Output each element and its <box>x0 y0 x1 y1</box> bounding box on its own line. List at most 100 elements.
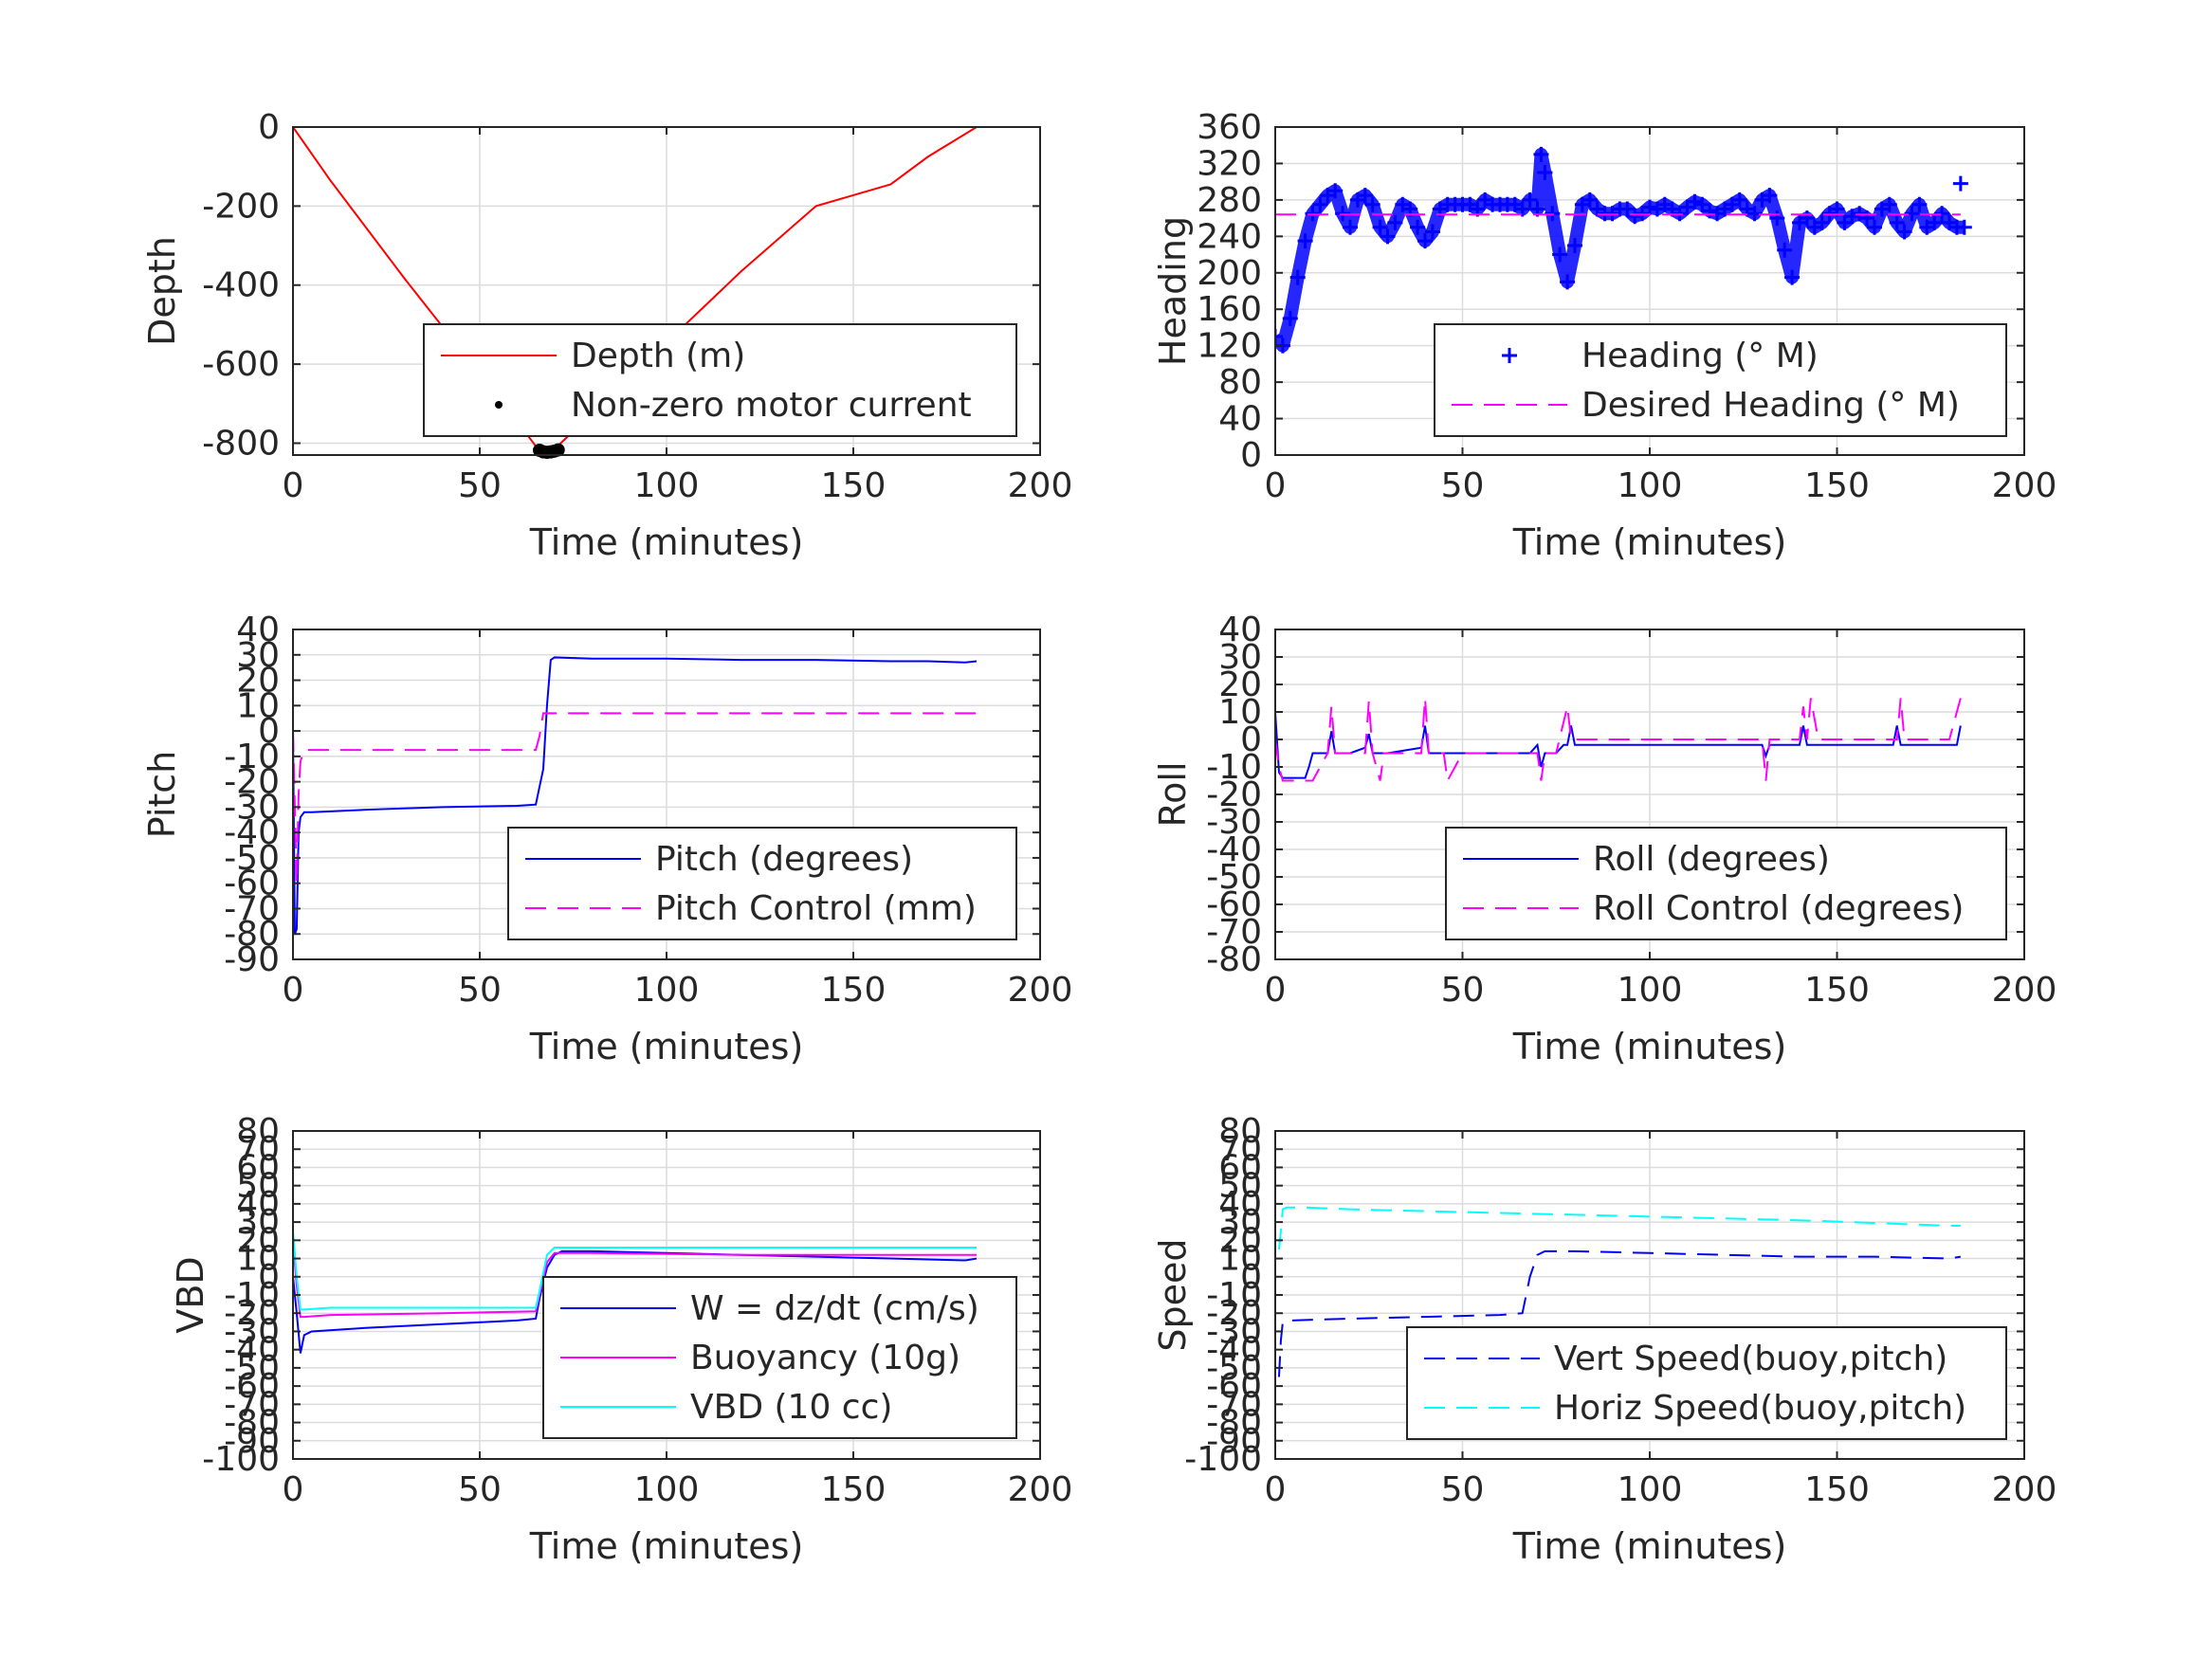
legend-box <box>1434 323 2007 437</box>
legend-label: Horiz Speed(buoy,pitch) <box>1554 1389 1966 1428</box>
x-tick-label: 200 <box>1992 971 2057 1010</box>
y-tick-label: 20 <box>1218 1221 1262 1260</box>
x-axis-label: Time (minutes) <box>529 1026 804 1067</box>
x-tick-label: 150 <box>1804 466 1870 505</box>
chart-panel-3: 0 50 100 150 200403020100-10-20-30-40-50-60-… <box>141 611 1072 1067</box>
y-axis-label: Roll <box>1152 761 1194 827</box>
data-layer <box>1275 698 1962 784</box>
data-point <box>1627 209 1643 225</box>
y-tick-label: 40 <box>1218 400 1262 439</box>
y-tick-label: -50 <box>1206 1349 1262 1388</box>
chart-panel-4: 0 50 100 150 200403020100-10-20-30-40-50-60-… <box>1152 611 2057 1067</box>
x-tick-label: 100 <box>634 466 700 505</box>
y-tick-label: 120 <box>1197 327 1262 366</box>
y-tick-label: -10 <box>224 1276 280 1315</box>
data-point <box>1911 196 1928 212</box>
data-point <box>1784 269 1801 285</box>
y-tick-label: -80 <box>1206 1404 1262 1443</box>
y-axis-label: VBD <box>170 1256 211 1333</box>
y-tick-label: 240 <box>1197 217 1262 256</box>
y-tick-label: -80 <box>224 1404 280 1443</box>
y-tick-label: -800 <box>202 424 280 463</box>
y-tick-label: 30 <box>236 1203 280 1242</box>
data-point <box>1814 214 1830 230</box>
y-tick-label: -70 <box>1206 1385 1262 1424</box>
data-point <box>1282 310 1298 326</box>
data-layer <box>1277 1206 1962 1377</box>
legend-swatch <box>1502 348 1517 363</box>
x-tick-label: 200 <box>1008 971 1073 1010</box>
data-point <box>1762 188 1778 204</box>
y-tick-label: -100 <box>1184 1440 1262 1479</box>
data-point <box>1387 214 1403 230</box>
legend-label: Roll (degrees) <box>1593 840 1830 879</box>
legend-label: Pitch (degrees) <box>655 840 913 879</box>
y-tick-label: -60 <box>1206 885 1262 924</box>
x-tick-label: 150 <box>1804 1470 1870 1509</box>
x-tick-label: 50 <box>458 466 502 505</box>
y-tick-label: 10 <box>1218 693 1262 732</box>
y-tick-label: -90 <box>224 1422 280 1461</box>
y-tick-label: -100 <box>202 1440 280 1479</box>
y-tick-label: -60 <box>224 1367 280 1406</box>
y-tick-label: 40 <box>236 611 280 649</box>
y-axis-label: Speed <box>1152 1238 1194 1351</box>
legend-box <box>1445 827 2007 940</box>
data-point <box>1297 233 1313 249</box>
legend-label: W = dz/dt (cm/s) <box>690 1289 979 1328</box>
x-tick-label: 200 <box>1992 466 2057 505</box>
y-tick-label: -70 <box>224 889 280 928</box>
y-tick-label: -60 <box>1206 1367 1262 1406</box>
series-line <box>293 656 978 935</box>
x-tick-label: 100 <box>634 1470 700 1509</box>
y-tick-label: 20 <box>236 1221 280 1260</box>
x-tick-label: 0 <box>1265 1470 1287 1509</box>
data-point <box>1275 329 1283 345</box>
data-point <box>1799 210 1815 227</box>
legend-box <box>507 827 1017 940</box>
y-tick-label: 40 <box>1218 611 1262 649</box>
y-tick-label: -60 <box>224 865 280 903</box>
x-tick-label: 100 <box>634 971 700 1010</box>
y-tick-label: 10 <box>1218 1240 1262 1279</box>
y-tick-label: 30 <box>1218 638 1262 677</box>
y-tick-label: -20 <box>1206 1294 1262 1333</box>
x-tick-label: 200 <box>1008 1470 1073 1509</box>
data-point <box>1514 201 1530 217</box>
x-tick-label: 150 <box>821 971 887 1010</box>
y-tick-label: -30 <box>1206 1312 1262 1351</box>
legend-label: Roll Control (degrees) <box>1593 889 1964 928</box>
legend: Depth (m) Non-zero motor current <box>423 323 1017 437</box>
y-tick-label: 30 <box>1218 1203 1262 1242</box>
data-point <box>1567 237 1582 253</box>
x-axis-label: Time (minutes) <box>529 1525 804 1567</box>
y-tick-label: -30 <box>224 1312 280 1351</box>
legend-label: Vert Speed(buoy,pitch) <box>1554 1340 1947 1378</box>
y-tick-label: -80 <box>224 915 280 954</box>
x-tick-label: 50 <box>1441 466 1485 505</box>
y-tick-label: -90 <box>1206 1422 1262 1461</box>
y-tick-label: 70 <box>236 1130 280 1169</box>
legend-label: Desired Heading (° M) <box>1581 386 1960 425</box>
y-tick-label: 0 <box>258 108 280 147</box>
x-tick-label: 0 <box>1265 971 1287 1010</box>
y-tick-label: -70 <box>224 1385 280 1424</box>
series-band <box>1275 147 1965 353</box>
y-tick-label: 30 <box>236 636 280 675</box>
data-point <box>1410 219 1426 235</box>
legend: Pitch (degrees) Pitch Control (mm) <box>507 827 1017 940</box>
x-tick-label: 200 <box>1992 1470 2057 1509</box>
series-line <box>1277 1249 1962 1377</box>
y-tick-label: 50 <box>1218 1167 1262 1206</box>
y-tick-label: 0 <box>1240 1258 1262 1297</box>
data-point <box>1702 203 1718 219</box>
y-tick-label: -10 <box>224 738 280 776</box>
x-tick-label: 150 <box>821 466 887 505</box>
series-line <box>293 712 978 884</box>
y-tick-label: -20 <box>224 763 280 802</box>
y-axis-label: Heading <box>1152 216 1194 366</box>
data-point <box>1896 224 1912 240</box>
legend-label: VBD (10 cc) <box>690 1388 892 1427</box>
x-tick-label: 50 <box>1441 1470 1485 1509</box>
x-axis-label: Time (minutes) <box>1512 521 1787 563</box>
